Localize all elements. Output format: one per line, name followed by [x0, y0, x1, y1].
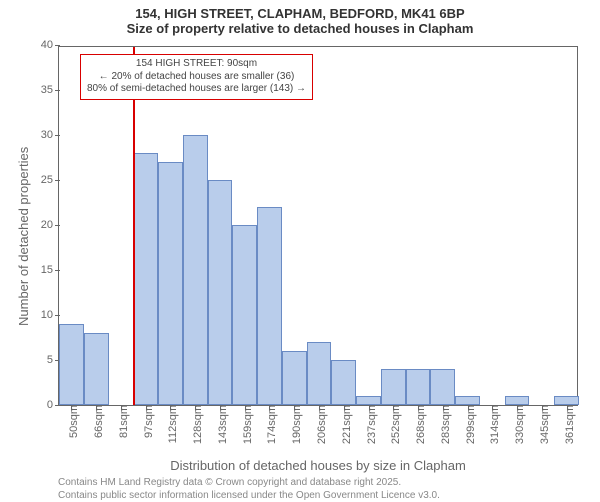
footer-line-1: Contains HM Land Registry data © Crown c… — [58, 476, 440, 489]
bar — [381, 369, 406, 405]
x-tick: 174sqm — [260, 405, 278, 444]
x-tick: 143sqm — [211, 405, 229, 444]
x-tick: 50sqm — [62, 405, 80, 438]
bar — [307, 342, 332, 405]
y-tick: 35 — [41, 84, 59, 96]
bar — [84, 333, 109, 405]
bar — [59, 324, 84, 405]
bar — [554, 396, 579, 405]
y-tick: 30 — [41, 129, 59, 141]
marker-line — [133, 47, 135, 405]
y-tick: 25 — [41, 174, 59, 186]
x-tick: 299sqm — [459, 405, 477, 444]
x-tick: 206sqm — [310, 405, 328, 444]
x-tick: 112sqm — [161, 405, 179, 443]
title-line-2: Size of property relative to detached ho… — [0, 21, 600, 36]
y-tick: 0 — [47, 399, 59, 411]
chart-footer: Contains HM Land Registry data © Crown c… — [58, 476, 440, 502]
bar — [430, 369, 455, 405]
bar — [356, 396, 381, 405]
bar — [183, 135, 208, 405]
x-tick: 314sqm — [483, 405, 501, 444]
y-tick: 15 — [41, 264, 59, 276]
bar — [133, 153, 158, 405]
x-axis-label: Distribution of detached houses by size … — [58, 458, 578, 473]
y-axis-label: Number of detached properties — [16, 147, 31, 326]
y-tick: 20 — [41, 219, 59, 231]
footer-line-2: Contains public sector information licen… — [58, 489, 440, 502]
annot-line-2: ← 20% of detached houses are smaller (36… — [87, 71, 306, 84]
x-tick: 190sqm — [285, 405, 303, 444]
x-tick: 81sqm — [112, 405, 130, 438]
x-tick: 361sqm — [558, 405, 576, 444]
y-tick: 40 — [41, 39, 59, 51]
bar — [232, 225, 257, 405]
bar — [158, 162, 183, 405]
y-tick: 5 — [47, 354, 59, 366]
y-tick: 10 — [41, 309, 59, 321]
histogram-chart: 154, HIGH STREET, CLAPHAM, BEDFORD, MK41… — [0, 0, 600, 500]
x-tick: 237sqm — [360, 405, 378, 444]
x-tick: 345sqm — [533, 405, 551, 444]
bar — [406, 369, 431, 405]
bar — [505, 396, 530, 405]
x-tick: 128sqm — [186, 405, 204, 444]
x-tick: 221sqm — [335, 405, 353, 444]
bar — [282, 351, 307, 405]
title-line-1: 154, HIGH STREET, CLAPHAM, BEDFORD, MK41… — [0, 6, 600, 21]
annot-line-3: 80% of semi-detached houses are larger (… — [87, 83, 306, 96]
annotation-box: 154 HIGH STREET: 90sqm← 20% of detached … — [80, 54, 313, 100]
x-tick: 252sqm — [384, 405, 402, 444]
bar — [208, 180, 233, 405]
bar — [331, 360, 356, 405]
bar — [257, 207, 282, 405]
plot-area: 051015202530354050sqm66sqm81sqm97sqm112s… — [58, 46, 578, 406]
x-tick: 268sqm — [409, 405, 427, 444]
bar — [455, 396, 480, 405]
annot-line-1: 154 HIGH STREET: 90sqm — [87, 58, 306, 71]
x-tick: 66sqm — [87, 405, 105, 438]
x-tick: 159sqm — [236, 405, 254, 444]
chart-title: 154, HIGH STREET, CLAPHAM, BEDFORD, MK41… — [0, 6, 600, 36]
x-tick: 97sqm — [137, 405, 155, 438]
x-tick: 330sqm — [508, 405, 526, 444]
x-tick: 283sqm — [434, 405, 452, 444]
